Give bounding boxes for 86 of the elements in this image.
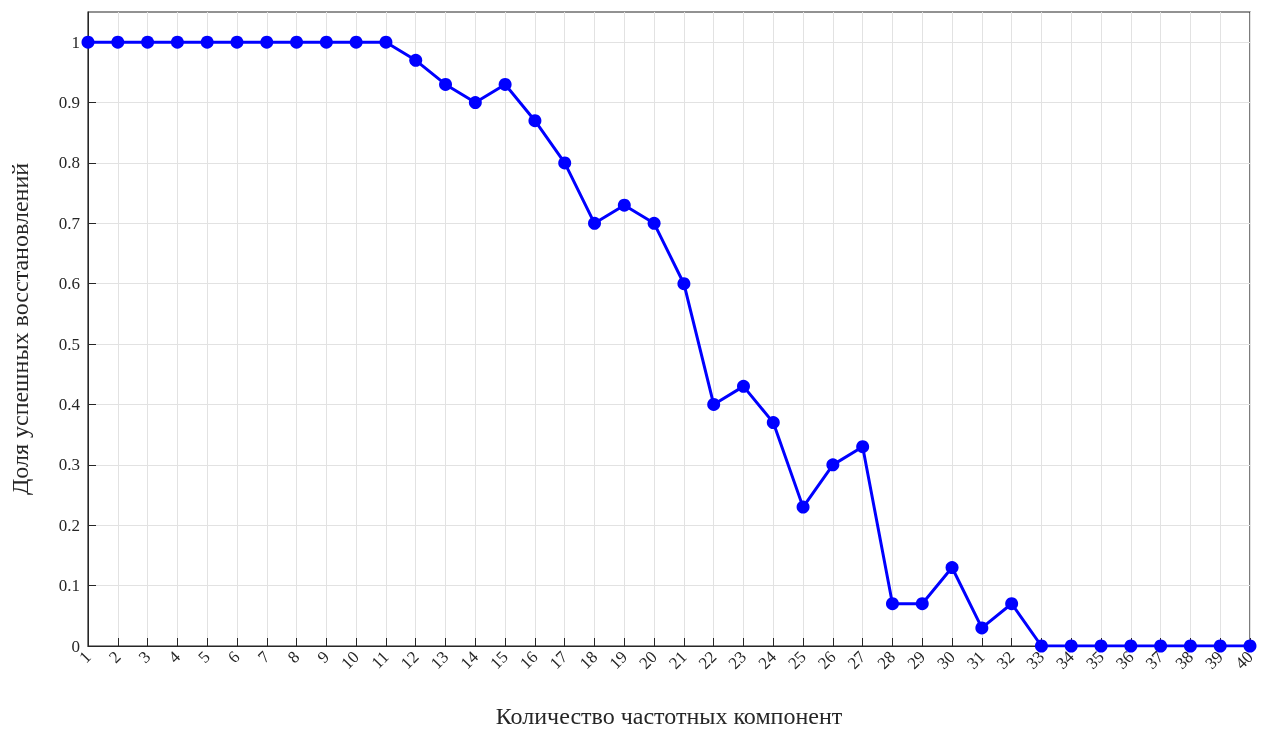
y-tick-label: 1 xyxy=(71,32,80,52)
point xyxy=(766,416,780,430)
point xyxy=(737,379,750,393)
point xyxy=(617,198,631,212)
x-tick-label: 8 xyxy=(283,647,304,667)
point xyxy=(975,621,989,635)
x-tick-label: 35 xyxy=(1082,647,1108,673)
x-tick-label: 14 xyxy=(456,646,483,673)
point xyxy=(200,35,214,49)
x-tick-label: 21 xyxy=(665,647,691,673)
x-tick-label: 39 xyxy=(1201,647,1227,673)
point xyxy=(945,561,959,574)
x-axis-title: Количество частотных компонент xyxy=(495,703,843,729)
y-tick-label: 0.1 xyxy=(58,576,80,596)
y-tick-label: 0.9 xyxy=(58,93,80,113)
point xyxy=(826,458,840,472)
point xyxy=(677,277,691,291)
x-tick-label: 29 xyxy=(903,647,929,673)
point xyxy=(558,156,572,170)
x-tick-label: 4 xyxy=(164,646,185,667)
point xyxy=(796,500,810,514)
x-tick-label: 30 xyxy=(933,647,959,673)
point xyxy=(588,216,602,230)
x-tick-label: 18 xyxy=(575,647,602,673)
x-tick-label: 23 xyxy=(724,647,751,673)
point xyxy=(885,597,899,611)
point xyxy=(439,77,453,91)
point xyxy=(260,35,274,49)
x-tick-label: 13 xyxy=(426,647,453,673)
point xyxy=(915,597,929,611)
x-tick-label: 9 xyxy=(313,647,334,667)
point xyxy=(141,35,155,49)
x-tick-label: 26 xyxy=(814,647,840,673)
x-tick-label: 10 xyxy=(337,647,363,673)
y-axis-title: Доля успешных восстановлений xyxy=(7,162,33,496)
x-tick-label: 38 xyxy=(1171,647,1198,673)
x-tick-label: 5 xyxy=(194,647,214,667)
x-tick-label: 33 xyxy=(1022,647,1049,673)
x-tick-label: 15 xyxy=(486,647,512,673)
x-tick-label: 36 xyxy=(1112,647,1138,673)
point xyxy=(498,77,512,91)
x-tick-label: 31 xyxy=(963,647,989,673)
y-tick-label: 0.8 xyxy=(58,153,80,173)
point xyxy=(170,35,184,49)
point xyxy=(319,35,333,49)
point xyxy=(81,35,95,49)
point xyxy=(1034,639,1048,653)
x-tick-label: 11 xyxy=(367,647,393,673)
x-tick-label: 6 xyxy=(224,647,244,667)
point xyxy=(1005,597,1019,611)
x-tick-label: 37 xyxy=(1141,647,1168,673)
y-tick-label: 0.7 xyxy=(58,213,81,233)
point xyxy=(349,35,363,49)
x-tick-label: 34 xyxy=(1052,646,1079,673)
point xyxy=(290,35,304,49)
point xyxy=(379,35,393,49)
x-tick-label: 17 xyxy=(545,647,572,673)
point xyxy=(230,35,244,49)
x-tick-label: 3 xyxy=(134,647,155,667)
x-tick-label: 16 xyxy=(516,647,542,673)
x-tick-label: 25 xyxy=(784,647,810,673)
y-tick-label: 0.2 xyxy=(58,515,80,535)
y-tick-label: 0.3 xyxy=(58,455,80,475)
x-tick-label: 12 xyxy=(397,647,423,673)
x-tick-label: 2 xyxy=(105,647,125,667)
point xyxy=(409,53,423,67)
x-tick-label: 22 xyxy=(694,647,721,673)
point xyxy=(111,35,125,49)
point xyxy=(1213,639,1227,653)
point xyxy=(856,440,870,454)
x-tick-label: 40 xyxy=(1231,647,1257,673)
x-tick-label: 19 xyxy=(605,647,632,673)
x-tick-label: 32 xyxy=(992,647,1019,673)
x-tick-label: 20 xyxy=(635,647,661,673)
point xyxy=(707,397,721,411)
x-tick-label: 28 xyxy=(873,647,900,673)
x-tick-label: 24 xyxy=(754,646,781,673)
y-tick-label: 0.5 xyxy=(58,334,80,354)
x-tick-label: 7 xyxy=(254,647,274,667)
point xyxy=(528,114,542,128)
y-tick-label: 0 xyxy=(71,636,80,656)
point xyxy=(647,216,661,230)
point xyxy=(468,96,482,110)
y-tick-label: 0.4 xyxy=(58,394,81,414)
y-tick-label: 0.6 xyxy=(58,274,80,294)
x-tick-label: 27 xyxy=(843,647,870,673)
